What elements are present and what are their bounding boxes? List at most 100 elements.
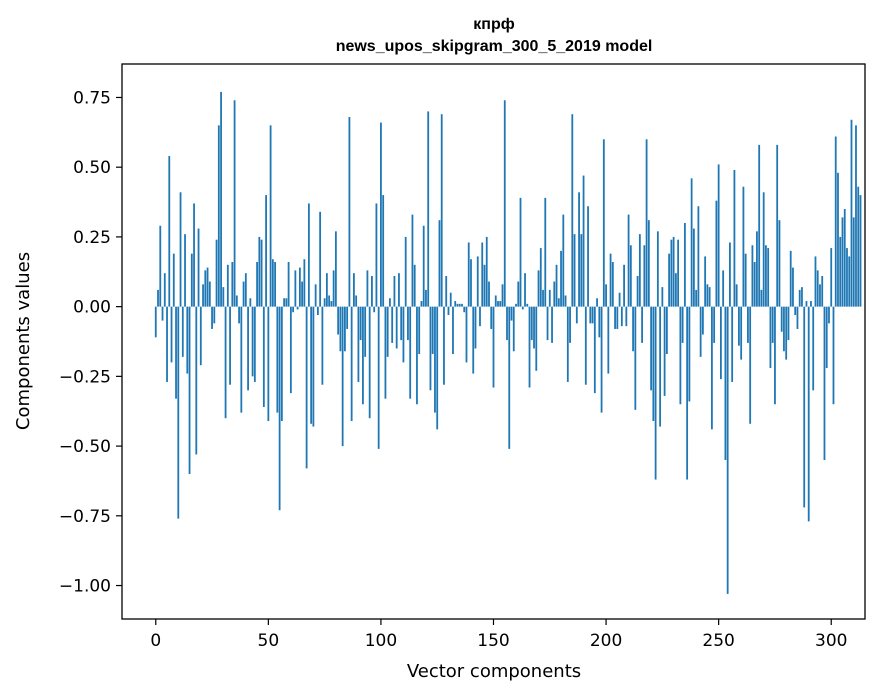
- bar: [217, 125, 220, 307]
- bar: [312, 306, 315, 427]
- bar: [402, 306, 405, 363]
- y-tick-label: −0.50: [59, 437, 111, 457]
- bar: [231, 262, 234, 307]
- bar: [834, 136, 837, 307]
- bar: [789, 250, 792, 307]
- bar: [636, 275, 639, 307]
- bar: [762, 192, 765, 307]
- bar: [483, 264, 486, 307]
- y-tick-label: 0.25: [73, 228, 111, 248]
- bar: [294, 270, 297, 307]
- y-axis-ticks: −1.00 −0.75 −0.50 −0.25 0.00 0.25 0.50 0.75: [59, 88, 122, 597]
- bar: [805, 301, 808, 307]
- bar: [609, 253, 612, 307]
- bar: [735, 284, 738, 307]
- bar: [733, 169, 736, 307]
- bar: [674, 273, 677, 307]
- bar: [298, 267, 301, 307]
- bar: [393, 275, 396, 307]
- bar: [650, 306, 653, 391]
- bar: [490, 306, 493, 329]
- bar: [573, 234, 576, 307]
- bar: [616, 306, 619, 329]
- bar: [163, 273, 166, 307]
- bar: [623, 264, 625, 307]
- bar: [765, 245, 767, 307]
- bar: [334, 231, 337, 307]
- bar: [371, 275, 373, 307]
- bar: [456, 303, 459, 307]
- bar: [339, 306, 342, 352]
- bar: [418, 306, 421, 355]
- bar: [420, 301, 423, 307]
- bar: [767, 248, 770, 307]
- bar: [447, 306, 450, 316]
- y-tick-label: −0.75: [59, 507, 111, 527]
- bar: [503, 100, 506, 307]
- bar: [199, 306, 202, 366]
- bar: [292, 306, 295, 313]
- bar: [226, 264, 229, 307]
- bar: [517, 281, 520, 307]
- bar: [488, 281, 490, 307]
- bar: [458, 303, 461, 307]
- bar: [722, 270, 725, 307]
- bar: [213, 306, 216, 324]
- bar: [202, 284, 204, 307]
- bar: [580, 234, 583, 307]
- bar: [443, 306, 445, 385]
- bar: [454, 301, 457, 307]
- bar: [195, 306, 198, 455]
- bar: [186, 306, 189, 374]
- bar: [283, 298, 286, 307]
- bar: [341, 306, 344, 447]
- bar: [170, 306, 173, 363]
- bar: [229, 306, 231, 385]
- x-tick-label: 0: [150, 631, 161, 651]
- bar: [314, 284, 317, 307]
- bar: [571, 114, 574, 307]
- bar: [785, 306, 788, 360]
- bar: [695, 289, 698, 307]
- bar: [463, 306, 466, 313]
- bar: [803, 306, 806, 508]
- bar: [560, 250, 562, 307]
- bar: [686, 306, 689, 480]
- bar: [224, 306, 227, 419]
- bar: [166, 306, 168, 382]
- bar: [222, 287, 225, 307]
- bar: [159, 225, 162, 307]
- bar: [643, 245, 646, 307]
- y-axis-label: Components values: [13, 252, 34, 430]
- bar: [740, 306, 743, 360]
- bar: [591, 306, 594, 324]
- bar: [362, 306, 364, 405]
- bar: [584, 306, 587, 385]
- bar: [656, 231, 659, 307]
- bar: [373, 306, 376, 313]
- bar: [479, 306, 481, 327]
- bar: [429, 306, 432, 391]
- y-tick-label: −0.25: [59, 367, 111, 387]
- bar: [708, 287, 711, 307]
- bar: [407, 306, 409, 341]
- bar: [348, 116, 351, 307]
- bar: [177, 306, 180, 519]
- bar: [364, 306, 367, 357]
- bar: [161, 306, 164, 321]
- bar: [280, 306, 283, 421]
- bar: [760, 289, 763, 307]
- bar: [625, 306, 628, 327]
- bar: [359, 306, 362, 341]
- bar: [465, 306, 468, 363]
- bar: [731, 306, 734, 382]
- bar: [470, 259, 472, 307]
- bar: [530, 306, 533, 341]
- bar: [382, 195, 385, 307]
- bar: [578, 192, 580, 307]
- bar: [614, 306, 616, 329]
- bar: [208, 281, 211, 307]
- bar: [175, 306, 177, 399]
- bar: [816, 270, 819, 307]
- bars-group: [154, 91, 862, 594]
